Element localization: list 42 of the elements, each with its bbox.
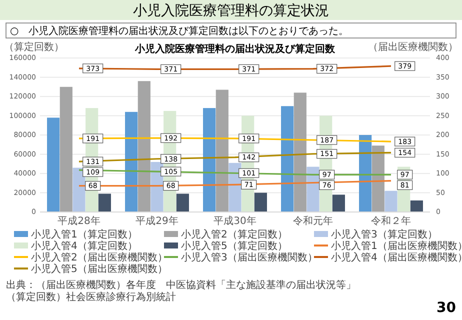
bar bbox=[410, 200, 423, 212]
legend-label: 小児入管4（届出医療機関数） bbox=[331, 252, 462, 264]
legend-label: 小児入管2（算定回数） bbox=[181, 228, 288, 240]
bar bbox=[216, 90, 228, 212]
bar bbox=[60, 86, 72, 212]
y2-axis-title: （届出医療機関数） bbox=[368, 41, 458, 53]
bar bbox=[359, 135, 372, 212]
bar bbox=[203, 108, 216, 212]
legend-label: 小児入管2（届出医療機関数） bbox=[31, 252, 168, 264]
bar bbox=[228, 162, 242, 212]
legend-label: 小児入管5（算定回数） bbox=[181, 240, 288, 252]
legend-label: 小児入管1（算定回数） bbox=[31, 228, 138, 240]
bar bbox=[384, 190, 398, 212]
bar bbox=[125, 112, 138, 212]
bar bbox=[294, 92, 306, 212]
bar bbox=[176, 194, 189, 212]
text: 小児入院医療管理料の届出状況及び算定回数 bbox=[134, 43, 336, 55]
bar bbox=[138, 81, 150, 212]
x-tick-label: 平成28年 bbox=[58, 215, 100, 227]
legend-label: 小児入管1（届出医療機関数） bbox=[331, 240, 462, 252]
legend-label: 小児入管5（届出医療機関数） bbox=[31, 263, 168, 275]
bar bbox=[332, 194, 345, 212]
chart-title: 小児入院医療管理料の算定状況 bbox=[133, 3, 329, 19]
bar bbox=[281, 106, 294, 212]
bar bbox=[372, 146, 384, 212]
x-tick-label: 平成29年 bbox=[136, 215, 178, 227]
legend-label: 小児入管4（算定回数） bbox=[31, 240, 138, 252]
legend-label: 小児入管3（届出医療機関数） bbox=[181, 252, 318, 264]
bar bbox=[47, 118, 60, 212]
source-note: 出典：（届出医療機関数）各年度 中医協資料「主な施設基準の届出状況等」 bbox=[6, 279, 356, 291]
text: 30 bbox=[436, 300, 456, 316]
x-tick-label: 令和２年 bbox=[371, 215, 411, 227]
y-axis-title: （算定回数） bbox=[4, 41, 64, 53]
x-tick-label: 平成30年 bbox=[214, 215, 256, 227]
text: （算定回数）社会医療診療行為別統計 bbox=[6, 291, 176, 303]
line-series bbox=[78, 152, 392, 162]
x-tick-label: 令和元年 bbox=[293, 215, 333, 227]
bar bbox=[98, 194, 111, 212]
bar bbox=[254, 192, 267, 212]
bar bbox=[72, 168, 86, 212]
chart-subtitle: ○ 小児入院医療管理料の届出状況及び算定回数は以下のとおりであった。 bbox=[10, 25, 349, 37]
legend-label: 小児入管3（算定回数） bbox=[331, 228, 438, 240]
